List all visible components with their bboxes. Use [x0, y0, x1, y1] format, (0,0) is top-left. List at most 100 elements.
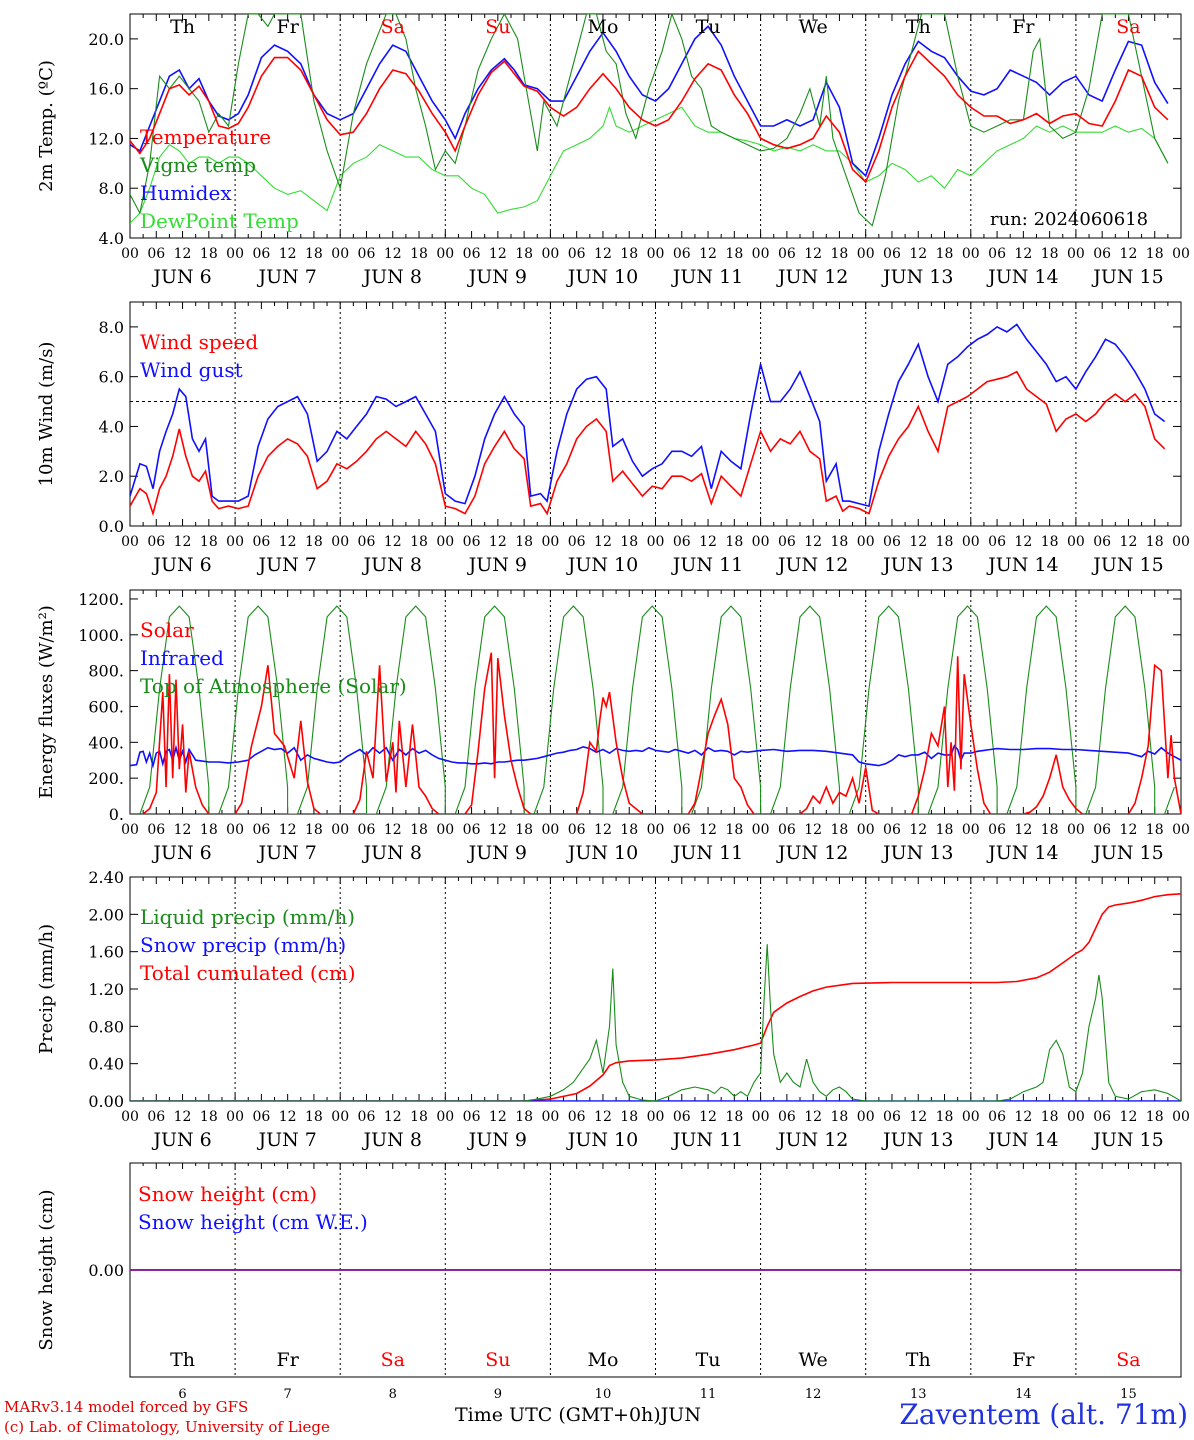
hour-tick-label: 18: [725, 246, 743, 262]
legend-entry: Liquid precip (mm/h): [140, 905, 355, 929]
date-label: JUN 14: [986, 1129, 1058, 1151]
station-name: Zaventem (alt. 71m): [899, 1398, 1188, 1431]
hour-tick-label: 12: [1014, 822, 1032, 838]
hour-tick-label: 12: [174, 534, 192, 550]
series-line-temperature: [130, 49, 1169, 184]
date-label: JUN 15: [1091, 842, 1163, 864]
y-tick-label: 4.0: [99, 229, 124, 248]
y-tick-label: 400.: [88, 733, 124, 752]
hour-tick-label: 00: [226, 534, 244, 550]
date-label: JUN 6: [151, 266, 211, 288]
hour-tick-label: 06: [1093, 246, 1111, 262]
hour-tick-label: 00: [331, 534, 349, 550]
hour-tick-label: 06: [358, 246, 376, 262]
date-label: JUN 9: [467, 554, 527, 576]
series-line-infrared: [130, 744, 1181, 769]
y-tick-label: 1.20: [88, 980, 124, 999]
weekday-label-bottom: Th: [906, 1349, 931, 1371]
hour-tick-label: 06: [463, 822, 481, 838]
day-number-label: 12: [805, 1387, 822, 1402]
hour-tick-label: 00: [962, 246, 980, 262]
hour-tick-label: 18: [936, 534, 954, 550]
date-label: JUN 9: [467, 1129, 527, 1151]
hour-tick-label: 18: [305, 1109, 323, 1125]
hour-tick-label: 12: [699, 246, 717, 262]
hour-tick-label: 06: [778, 822, 796, 838]
date-label: JUN 7: [256, 1129, 316, 1151]
hour-tick-label: 18: [1041, 246, 1059, 262]
hour-tick-label: 18: [305, 534, 323, 550]
hour-tick-label: 00: [962, 534, 980, 550]
y-tick-label: 0.40: [88, 1055, 124, 1074]
hour-tick-label: 12: [594, 1109, 612, 1125]
hour-tick-label: 06: [988, 534, 1006, 550]
hour-tick-label: 06: [463, 246, 481, 262]
legend-entry: Humidex: [140, 181, 232, 205]
hour-tick-label: 00: [857, 822, 875, 838]
date-label: JUN 15: [1091, 1129, 1163, 1151]
date-label: JUN 7: [256, 842, 316, 864]
hour-tick-label: 12: [384, 1109, 402, 1125]
y-tick-label: 0.00: [88, 1261, 124, 1280]
date-label: JUN 14: [986, 554, 1058, 576]
y-tick-label: 4.0: [99, 417, 124, 436]
hour-tick-label: 18: [936, 822, 954, 838]
weekday-label-top: Su: [485, 16, 510, 38]
date-label: JUN 9: [467, 266, 527, 288]
hour-tick-label: 00: [226, 822, 244, 838]
hour-tick-label: 06: [358, 822, 376, 838]
hour-tick-label: 06: [147, 246, 165, 262]
hour-tick-label: 12: [384, 246, 402, 262]
hour-tick-label: 18: [620, 246, 638, 262]
hour-tick-label: 06: [252, 822, 270, 838]
legend-entry: Solar: [140, 618, 194, 642]
hour-tick-label: 00: [121, 246, 139, 262]
hour-tick-label: 06: [252, 1109, 270, 1125]
date-label: JUN 10: [566, 1129, 638, 1151]
hour-tick-label: 18: [1041, 822, 1059, 838]
legend-entry: Snow precip (mm/h): [140, 933, 346, 957]
hour-tick-label: 00: [226, 1109, 244, 1125]
hour-tick-label: 06: [1093, 1109, 1111, 1125]
date-label: JUN 15: [1091, 266, 1163, 288]
hour-tick-label: 12: [279, 1109, 297, 1125]
hour-tick-label: 12: [1014, 1109, 1032, 1125]
hour-tick-label: 06: [883, 534, 901, 550]
hour-tick-label: 18: [936, 246, 954, 262]
hour-tick-label: 18: [725, 1109, 743, 1125]
y-tick-label: 12.0: [88, 129, 124, 148]
hour-tick-label: 00: [752, 534, 770, 550]
hour-tick-label: 00: [1172, 822, 1190, 838]
hour-tick-label: 06: [463, 534, 481, 550]
hour-tick-label: 00: [752, 1109, 770, 1125]
y-tick-label: 0.80: [88, 1017, 124, 1036]
weekday-label-top: Th: [906, 16, 931, 38]
hour-tick-label: 12: [174, 246, 192, 262]
hour-tick-label: 00: [436, 822, 454, 838]
weekday-label-top: We: [799, 16, 828, 38]
date-label: JUN 14: [986, 842, 1058, 864]
hour-tick-label: 18: [620, 534, 638, 550]
hour-tick-label: 06: [883, 822, 901, 838]
day-number-label: 13: [910, 1387, 927, 1402]
weekday-label-bottom: Sa: [381, 1349, 405, 1371]
legend-entry: Snow height (cm W.E.): [138, 1210, 368, 1234]
weekday-label-top: Sa: [1116, 16, 1140, 38]
y-tick-label: 2.40: [88, 868, 124, 887]
y-axis-label: Energy fluxes (W/m²): [36, 605, 57, 799]
hour-tick-label: 12: [174, 1109, 192, 1125]
hour-tick-label: 18: [620, 1109, 638, 1125]
hour-tick-label: 06: [147, 1109, 165, 1125]
hour-tick-label: 06: [1093, 534, 1111, 550]
hour-tick-label: 12: [699, 534, 717, 550]
hour-tick-label: 00: [331, 822, 349, 838]
hour-tick-label: 18: [515, 246, 533, 262]
hour-tick-label: 06: [778, 1109, 796, 1125]
y-tick-label: 1000.: [78, 626, 124, 645]
hour-tick-label: 18: [831, 534, 849, 550]
hour-tick-label: 12: [279, 534, 297, 550]
legend-entry: Top of Atmosphere (Solar): [140, 674, 407, 698]
series-line-solar: [130, 652, 1181, 814]
weekday-label-bottom: We: [799, 1349, 828, 1371]
legend-entry: Wind gust: [140, 358, 243, 382]
